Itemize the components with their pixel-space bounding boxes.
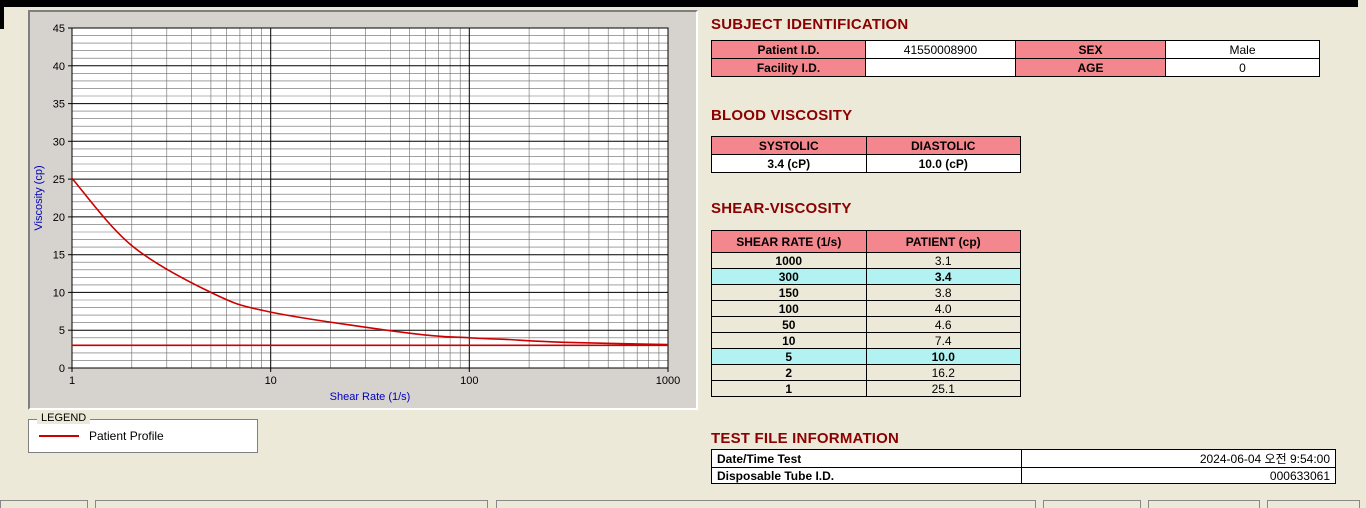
subject-identification-title: SUBJECT IDENTIFICATION <box>711 16 909 33</box>
shear-row: 150 3.8 <box>711 284 1021 301</box>
shear-row: 10 7.4 <box>711 332 1021 349</box>
patient-profile-line-swatch <box>39 435 79 437</box>
svg-text:20: 20 <box>53 212 65 224</box>
shear-rate-cell: 100 <box>711 300 867 317</box>
shear-rate-cell: 5 <box>711 348 867 365</box>
systolic-header: SYSTOLIC <box>711 136 867 155</box>
shear-row: 5 10.0 <box>711 348 1021 365</box>
patient-cp-cell: 10.0 <box>865 348 1021 365</box>
bottom-panel-5 <box>1148 500 1260 508</box>
shear-row: 2 16.2 <box>711 364 1021 381</box>
blood-viscosity-title: BLOOD VISCOSITY <box>711 107 853 124</box>
shear-row: 1 25.1 <box>711 380 1021 397</box>
patient-cp-cell: 4.6 <box>865 316 1021 333</box>
bottom-panel-4 <box>1043 500 1141 508</box>
disposable-tube-id-label: Disposable Tube I.D. <box>711 467 1022 484</box>
age-label: AGE <box>1015 58 1166 77</box>
svg-text:5: 5 <box>59 325 65 337</box>
shear-rate-cell: 300 <box>711 268 867 285</box>
svg-text:25: 25 <box>53 174 65 186</box>
age-value: 0 <box>1165 58 1320 77</box>
svg-text:10: 10 <box>265 375 277 387</box>
legend-title: LEGEND <box>37 412 91 424</box>
patient-cp-cell: 16.2 <box>865 364 1021 381</box>
svg-text:100: 100 <box>460 375 478 387</box>
legend-series-label: Patient Profile <box>89 429 164 443</box>
patient-id-value: 41550008900 <box>865 40 1016 59</box>
test-file-row-2: Disposable Tube I.D. 000633061 <box>711 467 1336 484</box>
legend-box: LEGEND Patient Profile <box>28 412 258 453</box>
subject-row-2: Facility I.D. AGE 0 <box>711 58 1320 77</box>
blood-viscosity-value-row: 3.4 (cP) 10.0 (cP) <box>711 154 1021 173</box>
test-file-table: Date/Time Test 2024-06-04 오전 9:54:00 Dis… <box>711 449 1336 484</box>
subject-row-1: Patient I.D. 41550008900 SEX Male <box>711 40 1320 59</box>
viscosity-chart-panel: 1 10 100 1000 0 5 10 15 20 25 30 35 40 45 Shear Rate (… <box>28 10 698 410</box>
shear-row: 50 4.6 <box>711 316 1021 333</box>
shear-rate-cell: 10 <box>711 332 867 349</box>
svg-text:40: 40 <box>53 61 65 73</box>
shear-rate-cell: 1000 <box>711 252 867 269</box>
svg-text:15: 15 <box>53 250 65 262</box>
svg-text:Viscosity (cp): Viscosity (cp) <box>33 165 45 230</box>
shear-rate-cell: 150 <box>711 284 867 301</box>
shear-rate-cell: 50 <box>711 316 867 333</box>
patient-cp-cell: 25.1 <box>865 380 1021 397</box>
facility-id-label: Facility I.D. <box>711 58 866 77</box>
shear-rate-cell: 1 <box>711 380 867 397</box>
viscosity-chart: 1 10 100 1000 0 5 10 15 20 25 30 35 40 45 Shear Rate (… <box>33 23 680 403</box>
window-top-bar <box>0 0 1358 7</box>
diastolic-value: 10.0 (cP) <box>865 154 1021 173</box>
legend-row: Patient Profile <box>29 420 257 452</box>
test-file-row-1: Date/Time Test 2024-06-04 오전 9:54:00 <box>711 449 1336 468</box>
svg-text:1000: 1000 <box>656 375 680 387</box>
svg-text:1: 1 <box>69 375 75 387</box>
facility-id-value <box>865 58 1016 77</box>
patient-id-label: Patient I.D. <box>711 40 866 59</box>
shear-table-body: 1000 3.1 300 3.4 150 3.8 100 4.0 50 4.6 10 7.4 5 10.0… <box>711 252 1021 397</box>
date-time-test-value: 2024-06-04 오전 9:54:00 <box>1021 449 1336 468</box>
patient-cp-cell: 7.4 <box>865 332 1021 349</box>
patient-cp-cell: 3.8 <box>865 284 1021 301</box>
shear-viscosity-title: SHEAR-VISCOSITY <box>711 200 852 217</box>
svg-text:Shear Rate (1/s): Shear Rate (1/s) <box>330 391 411 403</box>
bottom-panel-1 <box>0 500 88 508</box>
date-time-test-label: Date/Time Test <box>711 449 1022 468</box>
test-file-information-title: TEST FILE INFORMATION <box>711 430 900 447</box>
shear-rate-header: SHEAR RATE (1/s) <box>711 230 867 253</box>
svg-text:30: 30 <box>53 136 65 148</box>
shear-row: 100 4.0 <box>711 300 1021 317</box>
shear-row: 300 3.4 <box>711 268 1021 285</box>
patient-cp-cell: 3.1 <box>865 252 1021 269</box>
svg-text:0: 0 <box>59 363 65 375</box>
sex-value: Male <box>1165 40 1320 59</box>
bottom-panel-6 <box>1267 500 1360 508</box>
blood-viscosity-header-row: SYSTOLIC DIASTOLIC <box>711 136 1021 155</box>
window-frame-notch <box>0 7 4 29</box>
subject-identification-table: Patient I.D. 41550008900 SEX Male Facili… <box>711 40 1320 77</box>
shear-viscosity-table: SHEAR RATE (1/s) PATIENT (cp) 1000 3.1 300… <box>711 230 1021 397</box>
svg-text:45: 45 <box>53 23 65 35</box>
bottom-panel-3 <box>496 500 1036 508</box>
patient-cp-cell: 4.0 <box>865 300 1021 317</box>
patient-cp-cell: 3.4 <box>865 268 1021 285</box>
bottom-panel-2 <box>95 500 488 508</box>
svg-text:35: 35 <box>53 99 65 111</box>
svg-text:10: 10 <box>53 287 65 299</box>
disposable-tube-id-value: 000633061 <box>1021 467 1336 484</box>
shear-row: 1000 3.1 <box>711 252 1021 269</box>
diastolic-header: DIASTOLIC <box>865 136 1021 155</box>
shear-header-row: SHEAR RATE (1/s) PATIENT (cp) <box>711 230 1021 253</box>
blood-viscosity-table: SYSTOLIC DIASTOLIC 3.4 (cP) 10.0 (cP) <box>711 136 1021 173</box>
sex-label: SEX <box>1015 40 1166 59</box>
shear-rate-cell: 2 <box>711 364 867 381</box>
patient-cp-header: PATIENT (cp) <box>865 230 1021 253</box>
systolic-value: 3.4 (cP) <box>711 154 867 173</box>
